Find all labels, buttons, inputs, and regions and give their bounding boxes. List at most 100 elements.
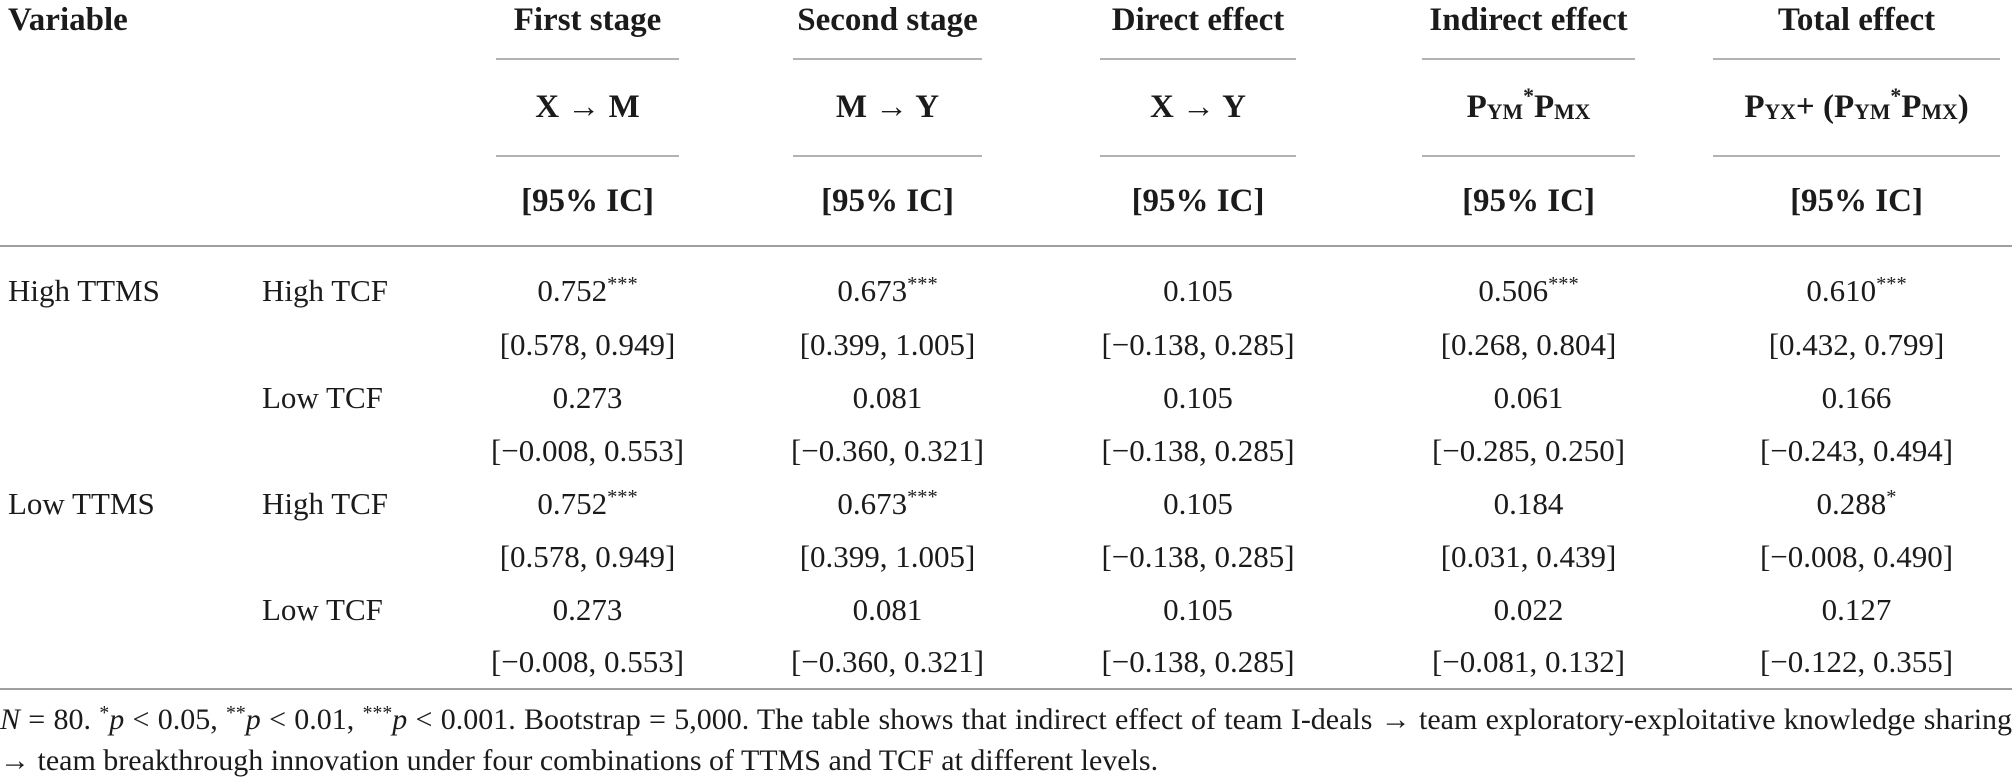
header-divider <box>792 155 983 157</box>
ci-value: [−0.138, 0.285] <box>1040 636 1357 690</box>
estimate-value: 0.288* <box>1816 485 1897 521</box>
tcf-level-label <box>250 318 440 371</box>
ci-value: [0.399, 1.005] <box>799 326 976 362</box>
column-formula: P YM * P MX <box>1466 83 1591 125</box>
ci-value: [−0.243, 0.494] <box>1759 432 1954 468</box>
estimate-value: 0.105 <box>1163 485 1233 521</box>
ci-value: [−0.122, 0.355] <box>1701 636 2012 690</box>
table-body: High TTMS High TCF 0.752*** 0.673*** 0.105 0.… <box>0 246 2012 690</box>
column-formula: M → Y <box>835 89 940 125</box>
estimate-value: 0.184 <box>1493 485 1564 521</box>
ttms-level-label: Low TTMS <box>8 485 155 521</box>
estimate-row: Low TCF 0.273 0.081 0.105 0.022 0.127 <box>0 583 2012 636</box>
column-title: First stage <box>513 2 662 38</box>
ttms-level-label <box>0 318 250 371</box>
ci-value: [0.268, 0.804] <box>1440 326 1617 362</box>
header-divider <box>1100 155 1296 157</box>
ci-label: [95% IC] <box>521 182 654 219</box>
column-title: Second stage <box>797 2 978 38</box>
ci-value: [−0.285, 0.250] <box>1431 432 1626 468</box>
ci-value: [−0.138, 0.285] <box>1101 326 1295 362</box>
ttms-level-label: High TTMS <box>8 273 160 308</box>
estimate-value: 0.022 <box>1493 591 1564 627</box>
ttms-level-label <box>0 636 250 690</box>
column-title: Direct effect <box>1111 2 1285 38</box>
estimate-value: 0.105 <box>1163 379 1233 415</box>
column-header-second-stage: Second stage M → Y [95% IC] <box>735 0 1041 247</box>
ci-value: [−0.138, 0.285] <box>1101 538 1295 574</box>
estimate-value: 0.105 <box>1163 591 1233 627</box>
ci-value: [−0.008, 0.490] <box>1759 538 1954 574</box>
ci-label: [95% IC] <box>1131 182 1265 219</box>
column-formula: X → M <box>535 89 640 125</box>
ci-value: [−0.360, 0.321] <box>790 432 985 468</box>
estimate-value: 0.752*** <box>537 485 638 521</box>
estimate-value: 0.166 <box>1821 379 1892 415</box>
column-header-first-stage: First stage X → M [95% IC] <box>440 0 736 247</box>
ci-value: [0.578, 0.949] <box>499 538 676 574</box>
header-divider <box>496 155 679 157</box>
header-divider <box>1713 58 2000 60</box>
ci-row: [0.578, 0.949] [0.399, 1.005] [−0.138, 0.2… <box>0 530 2012 583</box>
header-divider <box>1421 58 1636 60</box>
table-footnote: N = 80. *p < 0.05, **p < 0.01, ***p < 0.… <box>0 701 2012 777</box>
estimate-row: Low TCF 0.273 0.081 0.105 0.061 0.166 <box>0 371 2012 424</box>
estimate-value: 0.610*** <box>1806 273 1907 308</box>
header-divider <box>1421 155 1636 157</box>
ci-label: [95% IC] <box>1790 182 1923 219</box>
ci-value: [0.578, 0.949] <box>499 326 676 362</box>
ttms-level-label <box>0 530 250 583</box>
ci-value: [0.399, 1.005] <box>799 538 976 574</box>
column-formula: P YX + (P YM * P MX) <box>1744 83 1969 125</box>
stats-table: Variable First stage X → M [95% IC] Seco… <box>0 0 2012 690</box>
ttms-level-label <box>0 424 250 477</box>
variable-label: Variable <box>8 2 128 38</box>
variable-column-header: Variable <box>0 0 441 247</box>
table-header: Variable First stage X → M [95% IC] Seco… <box>0 0 2012 247</box>
header-divider <box>792 58 983 60</box>
tcf-level-label <box>250 636 441 690</box>
tcf-level-label: Low TCF <box>262 379 383 415</box>
header-divider <box>1713 155 2000 157</box>
ci-row: [−0.008, 0.553] [−0.360, 0.321] [−0.138, 0… <box>0 424 2012 477</box>
ci-value: [−0.008, 0.553] <box>490 432 685 468</box>
estimate-value: 0.673*** <box>837 485 938 521</box>
estimate-value: 0.506*** <box>1478 273 1579 308</box>
ci-value: [0.031, 0.439] <box>1440 538 1617 574</box>
ttms-level-label <box>0 371 250 424</box>
estimate-value: 0.752*** <box>537 273 638 308</box>
estimate-row: Low TTMS High TCF 0.752*** 0.673*** 0.105 0.1… <box>0 477 2012 530</box>
column-formula: X → Y <box>1150 89 1246 125</box>
estimate-value: 0.273 <box>552 591 623 627</box>
column-header-indirect-effect: Indirect effect P YM * P MX [95% IC] <box>1356 0 1702 247</box>
ci-label: [95% IC] <box>821 182 954 219</box>
tcf-level-label <box>250 530 440 583</box>
ci-value: [−0.008, 0.553] <box>440 636 736 690</box>
column-header-direct-effect: Direct effect X → Y [95% IC] <box>1040 0 1357 247</box>
estimate-value: 0.127 <box>1821 591 1892 627</box>
column-header-total-effect: Total effect P YX + (P YM * P MX) [95% IC] <box>1701 0 2012 247</box>
estimate-row: High TTMS High TCF 0.752*** 0.673*** 0.105 0.… <box>0 246 2012 318</box>
ci-row: [−0.008, 0.553] [−0.360, 0.321] [−0.138, 0… <box>0 636 2012 690</box>
estimate-value: 0.105 <box>1163 273 1233 308</box>
estimate-value: 0.061 <box>1493 379 1564 415</box>
tcf-level-label <box>250 424 440 477</box>
ci-value: [−0.081, 0.132] <box>1356 636 1702 690</box>
column-title: Total effect <box>1777 2 1936 38</box>
ci-row: [0.578, 0.949] [0.399, 1.005] [−0.138, 0.2… <box>0 318 2012 371</box>
header-divider <box>496 58 679 60</box>
tcf-level-label: High TCF <box>262 485 389 521</box>
ci-value: [0.432, 0.799] <box>1768 326 1945 362</box>
estimate-value: 0.081 <box>852 379 923 415</box>
ci-value: [−0.360, 0.321] <box>735 636 1041 690</box>
tcf-level-label: High TCF <box>262 273 389 308</box>
estimate-value: 0.673*** <box>837 273 938 308</box>
ci-label: [95% IC] <box>1462 182 1595 219</box>
header-divider <box>1100 58 1296 60</box>
column-title: Indirect effect <box>1429 2 1628 38</box>
ci-value: [−0.138, 0.285] <box>1101 432 1295 468</box>
tcf-level-label: Low TCF <box>262 591 383 627</box>
estimate-value: 0.081 <box>852 591 923 627</box>
ttms-level-label <box>0 583 250 636</box>
